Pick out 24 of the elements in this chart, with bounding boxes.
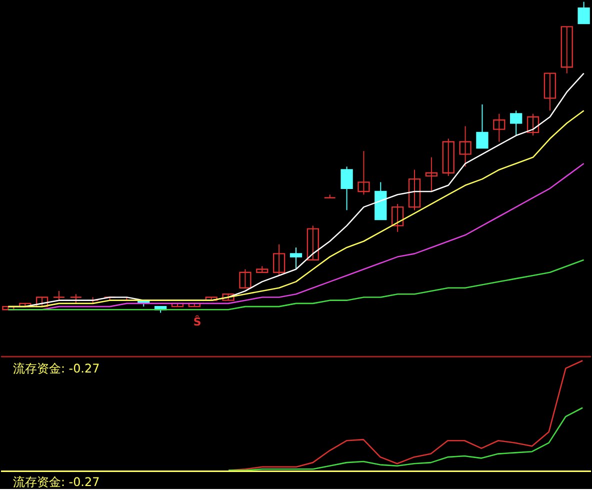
candlestick xyxy=(306,225,320,261)
text: Ŝ xyxy=(193,314,202,329)
candlestick xyxy=(358,150,370,196)
candlestick xyxy=(408,169,421,211)
candlestick xyxy=(578,1,590,24)
candlestick xyxy=(425,156,438,192)
text: 流存资金: -0.27 xyxy=(12,475,100,490)
candlestick xyxy=(272,244,286,276)
candlestick xyxy=(442,138,454,176)
candlestick xyxy=(560,26,573,74)
candlestick xyxy=(493,113,506,142)
candlestick xyxy=(544,72,556,112)
candlestick xyxy=(510,110,522,136)
candlestick xyxy=(526,113,540,136)
candlestick xyxy=(340,166,353,211)
candlestick xyxy=(459,126,472,168)
candlestick xyxy=(52,290,66,301)
candlestick xyxy=(290,246,302,270)
candlestick xyxy=(392,203,404,232)
candlestick xyxy=(70,294,82,304)
annotation: 流存资金: -0.27 xyxy=(12,362,100,376)
candlestick xyxy=(239,268,252,288)
candlestick xyxy=(36,296,48,308)
candlestick xyxy=(476,104,488,149)
